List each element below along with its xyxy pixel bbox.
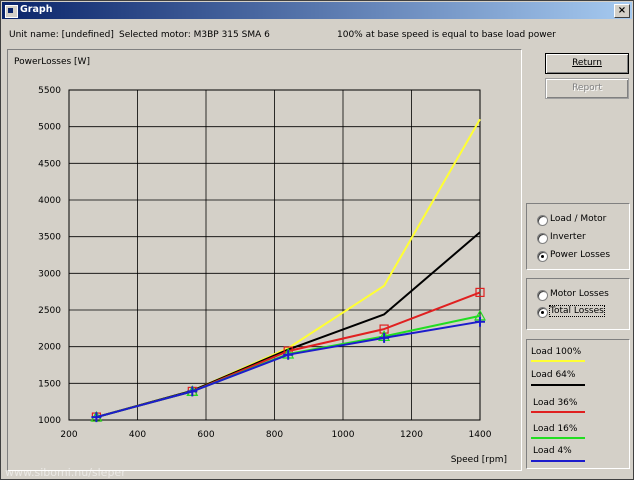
y-tick-label: 2000 <box>38 343 61 353</box>
y-tick-label: 4000 <box>38 196 61 206</box>
app-icon <box>5 5 18 18</box>
data-point-plus <box>91 412 102 423</box>
base-speed-note: 100% at base speed is equal to base load… <box>337 30 556 40</box>
close-button[interactable]: × <box>614 4 630 18</box>
radio-label: Motor Losses <box>550 289 609 299</box>
data-point-plus <box>283 349 294 360</box>
legend-label-load-4: Load 4% <box>533 446 572 456</box>
radio-label: Inverter <box>550 232 586 242</box>
y-tick-label: 3000 <box>38 269 61 279</box>
x-tick-label: 200 <box>60 430 77 440</box>
legend-box: Load 100% Load 64% Load 36% Load 16% Loa… <box>526 339 630 469</box>
y-axis-label: PowerLosses [W] <box>14 57 90 67</box>
legend-label-load-16: Load 16% <box>533 424 578 434</box>
y-tick-label: 5000 <box>38 123 61 133</box>
legend-label-load-64: Load 64% <box>531 370 576 380</box>
radio-label: Total Losses <box>549 305 605 317</box>
radio-label: Load / Motor <box>550 214 607 224</box>
data-point-square <box>475 287 485 297</box>
y-tick-label: 1000 <box>38 416 61 426</box>
data-point-plus <box>475 316 485 327</box>
legend-line-load-4 <box>531 460 585 462</box>
report-button-label: Report <box>572 83 602 93</box>
legend-label-load-36: Load 36% <box>533 398 578 408</box>
radio-dot <box>537 215 548 226</box>
data-point-plus <box>187 386 198 397</box>
window-title: Graph <box>20 4 53 15</box>
report-button[interactable]: Report <box>545 78 629 99</box>
legend-line-load-36 <box>531 411 585 413</box>
radio-dot-selected <box>537 251 548 262</box>
legend-line-load-64 <box>531 384 585 386</box>
x-tick-label: 400 <box>129 430 146 440</box>
x-tick-label: 1200 <box>400 430 423 440</box>
y-tick-label: 2500 <box>38 306 61 316</box>
legend-line-load-100 <box>531 360 585 362</box>
chart-mode-group: Load / Motor Inverter Power Losses <box>526 203 630 270</box>
radio-label: Power Losses <box>550 250 611 260</box>
chart-area: 200 400 600 800 1000 1200 1400 1000 1500 2000 2500… <box>7 49 522 471</box>
watermark-text: www.sibomi.nu/sleper <box>5 466 126 479</box>
unit-name-label: Unit name: [undefined] <box>9 30 114 40</box>
radio-dot <box>537 290 548 301</box>
x-tick-label: 600 <box>197 430 214 440</box>
power-losses-chart: 200 400 600 800 1000 1200 1400 1000 1500 2000 2500… <box>14 57 507 465</box>
return-button-label: Return <box>572 58 602 68</box>
x-axis-label: Speed [rpm] <box>451 455 507 465</box>
selected-motor-label: Selected motor: M3BP 315 SMA 6 <box>119 30 270 40</box>
x-tick-label: 1000 <box>332 430 355 440</box>
y-tick-label: 3500 <box>38 233 61 243</box>
legend-label-load-100: Load 100% <box>531 347 582 357</box>
y-tick-label: 5500 <box>38 86 61 96</box>
x-tick-label: 800 <box>266 430 283 440</box>
radio-dot-selected <box>537 307 548 318</box>
losses-type-group: Motor Losses Total Losses <box>526 278 630 330</box>
legend-line-load-16 <box>531 437 585 439</box>
x-tick-label: 1400 <box>469 430 492 440</box>
data-point-plus <box>379 332 390 343</box>
y-tick-label: 4500 <box>38 159 61 169</box>
y-tick-label: 1500 <box>38 379 61 389</box>
return-button[interactable]: Return <box>545 53 629 74</box>
title-bar: Graph × <box>2 2 632 19</box>
radio-dot <box>537 233 548 244</box>
